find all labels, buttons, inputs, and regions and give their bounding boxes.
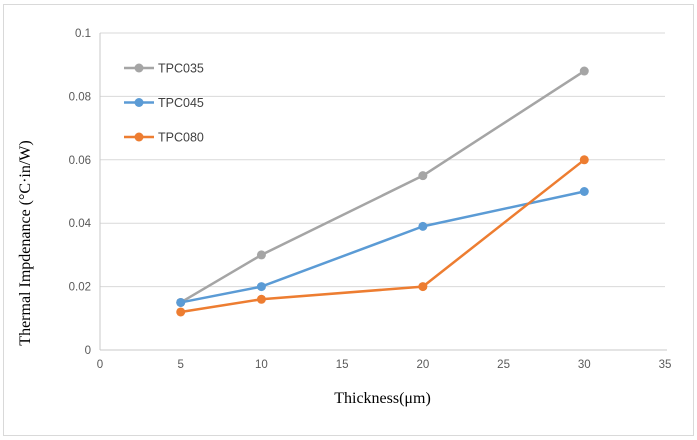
legend-marker-sample [134, 63, 144, 73]
y-tick-label: 0.08 [69, 91, 91, 103]
x-tick-label: 20 [416, 359, 429, 371]
data-point-marker [176, 307, 186, 317]
y-tick-label: 0 [85, 345, 91, 357]
series-line [179, 158, 586, 314]
data-point-marker [579, 66, 589, 76]
x-tick-label: 0 [97, 359, 103, 371]
x-tick-label: 30 [578, 359, 591, 371]
x-tick-label: 15 [336, 359, 349, 371]
data-point-marker [176, 297, 186, 307]
x-tick-label: 10 [255, 359, 268, 371]
data-point-marker [418, 221, 428, 231]
legend-item-TPC035[interactable]: TPC035 [124, 62, 204, 76]
y-tick-labels: 0 0.02 0.04 0.06 0.08 0.1 [69, 28, 92, 357]
axes [99, 33, 667, 351]
legend: TPC035 TPC045 TPC080 [124, 62, 204, 145]
data-point-marker [256, 250, 266, 260]
data-point-marker [579, 187, 589, 196]
data-point-marker [256, 294, 266, 304]
x-tick-label: 35 [659, 359, 672, 371]
y-axis-title: Thermal Impdenance (°C·in/W) [17, 140, 34, 345]
data-point-marker [418, 171, 428, 181]
series-TPC045 [176, 187, 589, 307]
legend-marker-sample [134, 132, 144, 142]
x-tick-labels: 0 5 10 15 20 25 30 35 [97, 359, 672, 371]
x-axis-title: Thickness(μm) [334, 390, 431, 407]
y-tick-label: 0.1 [75, 28, 91, 40]
legend-label: TPC035 [158, 62, 204, 76]
y-tick-label: 0.04 [69, 218, 92, 230]
data-point-marker [579, 155, 589, 165]
series-line [179, 190, 586, 304]
legend-item-TPC045[interactable]: TPC045 [124, 96, 204, 110]
legend-marker-sample [134, 98, 144, 107]
y-tick-label: 0.06 [69, 155, 91, 167]
y-tick-label: 0.02 [69, 282, 91, 294]
legend-item-TPC080[interactable]: TPC080 [124, 131, 204, 145]
legend-label: TPC045 [158, 96, 204, 110]
data-point-marker [256, 282, 266, 292]
gridlines [100, 32, 665, 288]
series-TPC035 [176, 66, 589, 307]
x-tick-label: 5 [178, 359, 184, 371]
data-point-marker [418, 282, 428, 292]
series-TPC080 [176, 155, 589, 317]
x-tick-label: 25 [497, 359, 510, 371]
series-line [179, 69, 586, 304]
legend-label: TPC080 [158, 131, 204, 145]
